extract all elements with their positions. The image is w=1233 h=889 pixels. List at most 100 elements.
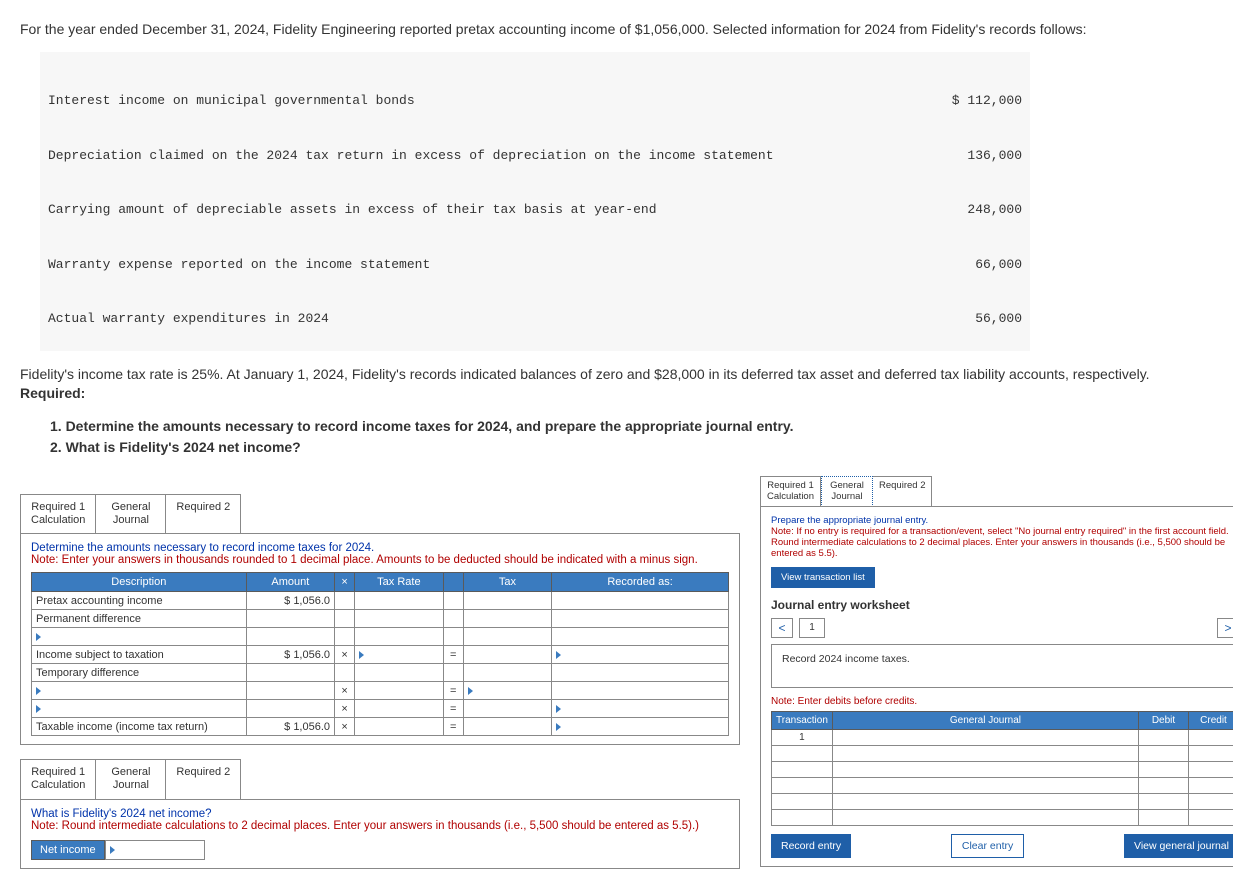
tab-required1[interactable]: Required 1 Calculation xyxy=(20,494,96,534)
journal-credit[interactable] xyxy=(1189,729,1233,745)
net-income-input[interactable] xyxy=(105,840,205,860)
cell[interactable] xyxy=(355,664,443,682)
cell[interactable] xyxy=(355,646,443,664)
requirement-1: 1. Determine the amounts necessary to re… xyxy=(50,418,794,434)
cell[interactable] xyxy=(463,610,551,628)
blank-desc[interactable] xyxy=(32,700,247,718)
cell[interactable] xyxy=(552,664,729,682)
cell[interactable] xyxy=(355,628,443,646)
view-general-journal-button[interactable]: View general journal xyxy=(1124,834,1233,858)
journal-entry-title: Journal entry worksheet xyxy=(771,598,1233,612)
row-pretax-desc: Pretax accounting income xyxy=(32,592,247,610)
view-transaction-list-button[interactable]: View transaction list xyxy=(771,567,875,588)
data-value: 66,000 xyxy=(975,256,1022,274)
row-taxable-amt[interactable]: $ 1,056.0 xyxy=(246,718,334,736)
clear-entry-button[interactable]: Clear entry xyxy=(951,834,1024,858)
cell[interactable] xyxy=(463,682,551,700)
journal-account[interactable] xyxy=(832,761,1138,777)
tab-required1[interactable]: Required 1 Calculation xyxy=(760,476,821,507)
journal-debit[interactable] xyxy=(1139,745,1189,761)
cell[interactable] xyxy=(552,682,729,700)
cell[interactable] xyxy=(355,718,443,736)
journal-credit[interactable] xyxy=(1189,809,1233,825)
cell[interactable] xyxy=(463,592,551,610)
cell[interactable] xyxy=(552,646,729,664)
calculation-table: Description Amount × Tax Rate Tax Record… xyxy=(31,572,729,736)
note-debits-before-credits: Note: Enter debits before credits. xyxy=(771,696,1233,707)
journal-tx xyxy=(772,809,833,825)
journal-debit[interactable] xyxy=(1139,793,1189,809)
cell[interactable] xyxy=(463,718,551,736)
tab-general-journal[interactable]: General Journal xyxy=(96,759,166,799)
cell[interactable] xyxy=(246,628,334,646)
journal-credit[interactable] xyxy=(1189,761,1233,777)
cell[interactable] xyxy=(355,700,443,718)
prev-entry-button[interactable]: < xyxy=(771,618,793,638)
tab-required2[interactable]: Required 2 xyxy=(166,494,241,534)
tab-required2[interactable]: Required 2 xyxy=(873,476,932,507)
journal-debit[interactable] xyxy=(1139,777,1189,793)
tab-required2[interactable]: Required 2 xyxy=(166,759,241,799)
cell xyxy=(335,592,355,610)
dropdown-icon xyxy=(468,687,473,695)
journal-credit[interactable] xyxy=(1189,777,1233,793)
data-label: Actual warranty expenditures in 2024 xyxy=(48,310,329,328)
tab-required1[interactable]: Required 1 Calculation xyxy=(20,759,96,799)
journal-account[interactable] xyxy=(832,745,1138,761)
row-subject-amt[interactable]: $ 1,056.0 xyxy=(246,646,334,664)
dropdown-icon xyxy=(110,846,115,854)
cell[interactable] xyxy=(355,592,443,610)
next-entry-button[interactable]: > xyxy=(1217,618,1233,638)
journal-debit[interactable] xyxy=(1139,761,1189,777)
problem-context: Fidelity's income tax rate is 25%. At Ja… xyxy=(20,365,1213,404)
data-value: 136,000 xyxy=(967,147,1022,165)
journal-debit[interactable] xyxy=(1139,729,1189,745)
journal-table: Transaction General Journal Debit Credit… xyxy=(771,711,1233,826)
row-pretax-amt[interactable]: $ 1,056.0 xyxy=(246,592,334,610)
row-subject-desc: Income subject to taxation xyxy=(32,646,247,664)
data-label: Carrying amount of depreciable assets in… xyxy=(48,201,657,219)
th-transaction: Transaction xyxy=(772,711,833,729)
journal-debit[interactable] xyxy=(1139,809,1189,825)
th-credit: Credit xyxy=(1189,711,1233,729)
cell xyxy=(443,664,463,682)
cell[interactable] xyxy=(246,682,334,700)
row-taxable-desc: Taxable income (income tax return) xyxy=(32,718,247,736)
cell[interactable] xyxy=(463,664,551,682)
journal-account[interactable] xyxy=(832,777,1138,793)
panel-general-journal: Prepare the appropriate journal entry. N… xyxy=(760,506,1233,867)
cell[interactable] xyxy=(355,610,443,628)
cell xyxy=(335,610,355,628)
cell[interactable] xyxy=(246,700,334,718)
cell[interactable] xyxy=(552,700,729,718)
journal-credit[interactable] xyxy=(1189,793,1233,809)
journal-account[interactable] xyxy=(832,729,1138,745)
dropdown-icon xyxy=(556,705,561,713)
cell[interactable] xyxy=(552,592,729,610)
cell[interactable] xyxy=(552,718,729,736)
cell[interactable] xyxy=(552,610,729,628)
record-entry-button[interactable]: Record entry xyxy=(771,834,851,858)
cell[interactable] xyxy=(246,610,334,628)
tab-general-journal[interactable]: General Journal xyxy=(821,476,873,507)
row-permdiff-desc: Permanent difference xyxy=(32,610,247,628)
cell[interactable] xyxy=(246,664,334,682)
records-data-block: Interest income on municipal governmenta… xyxy=(40,52,1030,351)
cell xyxy=(335,628,355,646)
cell[interactable] xyxy=(552,628,729,646)
cell[interactable] xyxy=(463,628,551,646)
data-label: Interest income on municipal governmenta… xyxy=(48,92,415,110)
journal-credit[interactable] xyxy=(1189,745,1233,761)
journal-account[interactable] xyxy=(832,793,1138,809)
cell[interactable] xyxy=(355,682,443,700)
data-label: Depreciation claimed on the 2024 tax ret… xyxy=(48,147,774,165)
blank-desc[interactable] xyxy=(32,628,247,646)
journal-account[interactable] xyxy=(832,809,1138,825)
cell[interactable] xyxy=(463,700,551,718)
panel-required2: What is Fidelity's 2024 net income? Note… xyxy=(20,799,740,869)
je-nav: < 1 > xyxy=(771,618,1233,638)
dropdown-icon xyxy=(36,705,41,713)
blank-desc[interactable] xyxy=(32,682,247,700)
cell[interactable] xyxy=(463,646,551,664)
tab-general-journal[interactable]: General Journal xyxy=(96,494,166,534)
